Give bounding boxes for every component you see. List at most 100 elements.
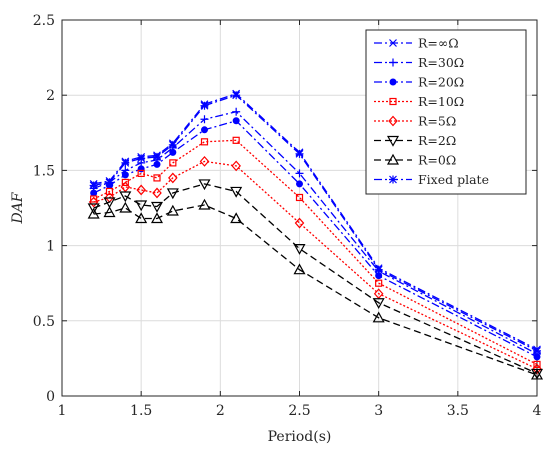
legend-item: R=5Ω xyxy=(374,114,456,129)
series-6 xyxy=(87,198,544,380)
data-point xyxy=(386,153,400,165)
legend-label: R=10Ω xyxy=(418,94,464,109)
x-axis-label: Period(s) xyxy=(268,429,332,445)
data-point xyxy=(121,158,130,167)
legend-box xyxy=(365,29,527,195)
data-point xyxy=(231,160,241,172)
data-point xyxy=(232,107,241,116)
y-tick-label: 2.5 xyxy=(33,13,55,29)
data-point xyxy=(532,363,542,375)
x-tick-label: 2 xyxy=(216,403,225,419)
data-point xyxy=(166,188,179,200)
y-tick-label: 2 xyxy=(46,88,55,104)
data-point xyxy=(153,174,161,182)
x-tick-label: 2.5 xyxy=(288,403,310,419)
data-point xyxy=(388,115,398,127)
data-point xyxy=(150,201,164,213)
data-point xyxy=(150,212,164,224)
data-point xyxy=(137,154,146,163)
x-tick-label: 3 xyxy=(374,403,383,419)
data-point xyxy=(230,186,243,198)
data-point xyxy=(87,207,100,219)
x-tick-label: 1 xyxy=(58,403,67,419)
data-point xyxy=(198,179,211,191)
series-line xyxy=(93,204,538,376)
legend-item: R=30Ω xyxy=(374,55,464,70)
data-point xyxy=(389,39,397,47)
data-point xyxy=(200,101,209,110)
data-point xyxy=(296,180,303,188)
series-line xyxy=(93,110,538,355)
data-point xyxy=(119,201,132,213)
legend-label: R=0Ω xyxy=(418,153,456,168)
x-tick-label: 3.5 xyxy=(447,403,469,419)
data-point xyxy=(198,198,211,210)
data-point xyxy=(230,212,243,224)
x-tick-label: 4 xyxy=(533,403,542,419)
data-point xyxy=(121,171,129,179)
legend-label: R=5Ω xyxy=(418,114,456,129)
series-line xyxy=(93,94,538,352)
data-point xyxy=(295,193,304,202)
data-point xyxy=(119,191,132,203)
data-point xyxy=(389,97,397,106)
legend-item: R=20Ω xyxy=(374,75,464,90)
series-5 xyxy=(87,179,544,380)
data-point xyxy=(152,187,162,199)
legend-item: R=2Ω xyxy=(374,133,456,148)
x-tick-label: 1.5 xyxy=(130,403,152,419)
data-point xyxy=(295,169,304,178)
data-point xyxy=(88,196,99,208)
series-4 xyxy=(88,155,542,375)
data-point xyxy=(232,117,240,125)
legend-label: R=20Ω xyxy=(418,75,464,90)
data-point xyxy=(168,172,178,184)
legend-label: R=∞Ω xyxy=(418,36,459,51)
data-point xyxy=(530,368,544,380)
data-point xyxy=(135,212,148,224)
data-point xyxy=(200,138,209,146)
data-point xyxy=(389,175,397,184)
data-point xyxy=(169,148,177,156)
data-point xyxy=(200,115,209,124)
data-point xyxy=(389,78,397,86)
y-tick-label: 0.5 xyxy=(33,314,55,330)
data-point xyxy=(372,298,385,309)
data-point xyxy=(293,244,306,255)
series-line xyxy=(93,160,538,370)
data-point xyxy=(103,206,116,218)
legend-label: Fixed plate xyxy=(418,172,489,187)
data-point xyxy=(90,195,98,203)
data-point xyxy=(294,217,305,229)
data-point xyxy=(103,197,116,209)
data-point xyxy=(153,160,161,168)
legend-item: R=∞Ω xyxy=(374,36,459,51)
y-tick-label: 1 xyxy=(46,239,55,255)
data-point xyxy=(136,184,146,196)
data-point xyxy=(89,181,98,190)
data-point xyxy=(386,135,400,147)
series-line xyxy=(93,92,538,350)
legend: R=∞Ω R=30Ω R=20Ω R=10Ω R=5Ω R=2Ω R=0Ω Fixed pla… xyxy=(365,29,527,195)
data-point xyxy=(533,360,541,369)
data-point xyxy=(374,265,383,274)
data-point xyxy=(137,169,145,178)
data-point xyxy=(169,159,177,167)
legend-label: R=30Ω xyxy=(418,55,464,70)
series-line xyxy=(93,183,538,374)
data-point xyxy=(168,140,177,149)
legend-item: R=10Ω xyxy=(374,94,464,109)
data-point xyxy=(87,203,100,215)
data-point xyxy=(389,58,397,67)
y-tick-label: 0 xyxy=(46,389,55,405)
series-line xyxy=(93,120,538,358)
data-point xyxy=(105,187,114,196)
data-point xyxy=(533,346,541,355)
data-point xyxy=(105,178,114,187)
data-point xyxy=(372,311,385,323)
series-7 xyxy=(89,91,541,355)
series-line xyxy=(93,139,538,365)
data-point xyxy=(295,149,304,158)
axis-ticks: 1 1.5 2 2.5 3 3.5 4 0 0.5 1 1.5 2 2.5 xyxy=(33,13,542,419)
